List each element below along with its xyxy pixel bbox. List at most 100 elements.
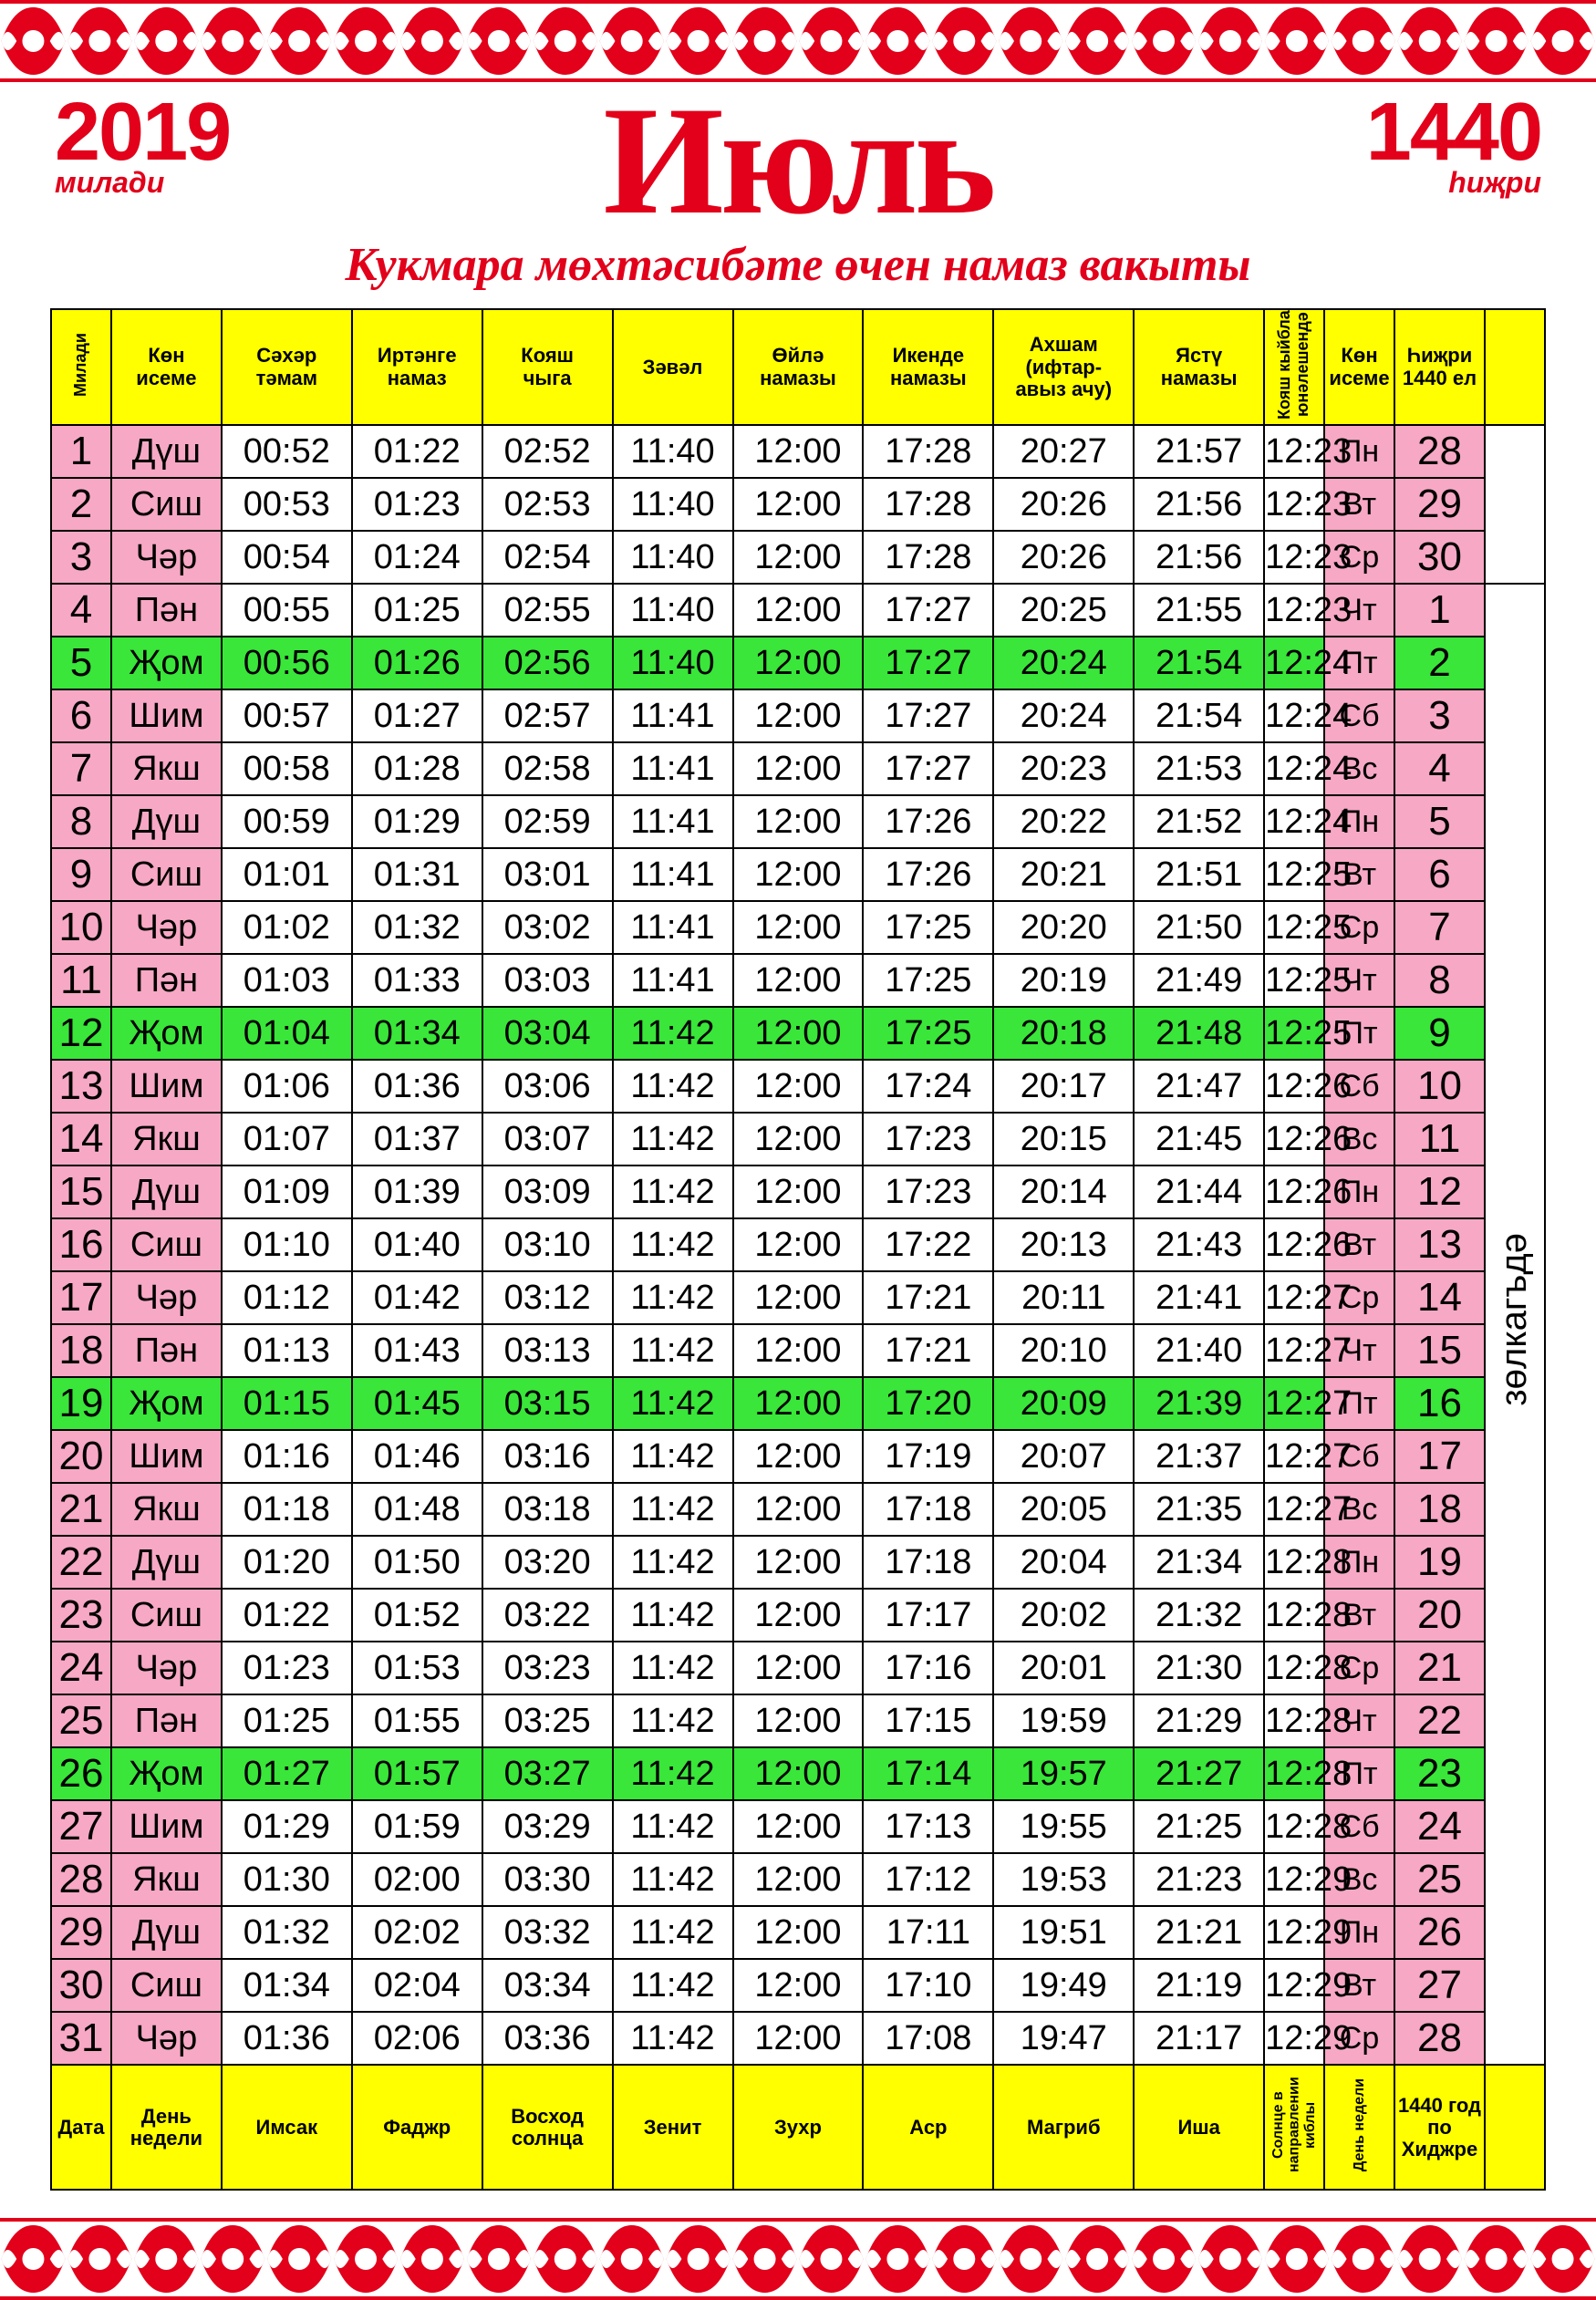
prayer-time: 01:42 (352, 1271, 482, 1324)
prayer-time: 20:23 (993, 742, 1134, 795)
prayer-time: 19:53 (993, 1853, 1134, 1906)
prayer-time: 12:00 (733, 1642, 864, 1694)
prayer-time: 21:57 (1134, 425, 1264, 478)
prayer-time: 20:01 (993, 1642, 1134, 1694)
table-row: 1Дүш00:5201:2202:5211:4012:0017:2820:272… (51, 425, 1545, 478)
table-row: 24Чәр01:2301:5303:2311:4212:0017:1620:01… (51, 1642, 1545, 1694)
prayer-time: 01:15 (222, 1377, 352, 1430)
prayer-time: 03:22 (482, 1589, 613, 1642)
prayer-time: 21:30 (1134, 1642, 1264, 1694)
prayer-time: 11:42 (613, 1271, 733, 1324)
prayer-time: 12:28 (1264, 1536, 1324, 1589)
weekday-tatar: Якш (111, 1113, 222, 1166)
col-header: Зәвәл (613, 309, 733, 425)
prayer-time: 11:42 (613, 1747, 733, 1800)
prayer-time: 02:55 (482, 584, 613, 637)
prayer-time: 01:10 (222, 1218, 352, 1271)
prayer-time: 21:19 (1134, 1959, 1264, 2012)
table-row: 3Чәр00:5401:2402:5411:4012:0017:2820:262… (51, 531, 1545, 584)
prayer-time: 01:13 (222, 1324, 352, 1377)
prayer-times-table: МиладиКөнисемеСәхәртәмамИртәнгенамазКояш… (50, 308, 1546, 2191)
gregorian-day: 10 (51, 901, 111, 954)
prayer-time: 12:27 (1264, 1271, 1324, 1324)
gregorian-year-block: 2019 милади (55, 91, 230, 197)
prayer-time: 01:22 (352, 425, 482, 478)
prayer-time: 12:25 (1264, 848, 1324, 901)
prayer-time: 01:28 (352, 742, 482, 795)
prayer-time: 03:03 (482, 954, 613, 1007)
col-footer: Солнце в направлении киблы (1264, 2065, 1324, 2190)
prayer-time: 03:23 (482, 1642, 613, 1694)
prayer-time: 00:53 (222, 478, 352, 531)
prayer-time: 02:57 (482, 689, 613, 742)
prayer-time: 11:42 (613, 1906, 733, 1959)
table-header-top: МиладиКөнисемеСәхәртәмамИртәнгенамазКояш… (51, 309, 1545, 425)
prayer-time: 20:18 (993, 1007, 1134, 1060)
prayer-time: 01:45 (352, 1377, 482, 1430)
weekday-tatar: Дүш (111, 1166, 222, 1218)
table-row: 13Шим01:0601:3603:0611:4212:0017:2420:17… (51, 1060, 1545, 1113)
prayer-time: 11:41 (613, 795, 733, 848)
prayer-time: 21:54 (1134, 689, 1264, 742)
weekday-tatar: Сиш (111, 848, 222, 901)
prayer-time: 03:30 (482, 1853, 613, 1906)
table-row: 25Пән01:2501:5503:2511:4212:0017:1519:59… (51, 1694, 1545, 1747)
prayer-time: 20:15 (993, 1113, 1134, 1166)
gregorian-day: 28 (51, 1853, 111, 1906)
prayer-time: 21:17 (1134, 2012, 1264, 2065)
prayer-time: 12:00 (733, 637, 864, 689)
prayer-time: 17:20 (863, 1377, 993, 1430)
prayer-time: 02:02 (352, 1906, 482, 1959)
prayer-time: 03:10 (482, 1218, 613, 1271)
prayer-time: 21:52 (1134, 795, 1264, 848)
prayer-time: 03:15 (482, 1377, 613, 1430)
table-row: 5Җом00:5601:2602:5611:4012:0017:2720:242… (51, 637, 1545, 689)
prayer-time: 21:44 (1134, 1166, 1264, 1218)
gregorian-day: 2 (51, 478, 111, 531)
prayer-time: 01:26 (352, 637, 482, 689)
prayer-time: 01:39 (352, 1166, 482, 1218)
prayer-time: 00:55 (222, 584, 352, 637)
prayer-time: 21:34 (1134, 1536, 1264, 1589)
hijri-day: 25 (1394, 1853, 1485, 1906)
gregorian-day: 3 (51, 531, 111, 584)
col-footer: Деньнедели (111, 2065, 222, 2190)
col-footer: Зухр (733, 2065, 864, 2190)
prayer-time: 01:32 (352, 901, 482, 954)
weekday-tatar: Сиш (111, 478, 222, 531)
prayer-time: 21:45 (1134, 1113, 1264, 1166)
gregorian-day: 24 (51, 1642, 111, 1694)
prayer-time: 12:26 (1264, 1060, 1324, 1113)
prayer-time: 12:29 (1264, 1853, 1324, 1906)
hijri-day: 28 (1394, 2012, 1485, 2065)
prayer-time: 12:28 (1264, 1642, 1324, 1694)
gregorian-day: 27 (51, 1800, 111, 1853)
col-header: Милади (51, 309, 111, 425)
prayer-time: 20:04 (993, 1536, 1134, 1589)
prayer-time: 12:24 (1264, 742, 1324, 795)
table-row: 12Җом01:0401:3403:0411:4212:0017:2520:18… (51, 1007, 1545, 1060)
table-row: 21Якш01:1801:4803:1811:4212:0017:1820:05… (51, 1483, 1545, 1536)
prayer-time: 20:11 (993, 1271, 1134, 1324)
prayer-time: 12:00 (733, 1483, 864, 1536)
table-row: 18Пән01:1301:4303:1311:4212:0017:2120:10… (51, 1324, 1545, 1377)
gregorian-day: 22 (51, 1536, 111, 1589)
prayer-time: 12:00 (733, 531, 864, 584)
prayer-time: 20:21 (993, 848, 1134, 901)
prayer-time: 17:21 (863, 1271, 993, 1324)
prayer-time: 12:00 (733, 1589, 864, 1642)
col-header: Ястүнамазы (1134, 309, 1264, 425)
prayer-time: 02:06 (352, 2012, 482, 2065)
prayer-time: 17:12 (863, 1853, 993, 1906)
prayer-time: 11:42 (613, 1166, 733, 1218)
col-footer: Магриб (993, 2065, 1134, 2190)
prayer-time: 20:14 (993, 1166, 1134, 1218)
weekday-tatar: Шим (111, 1800, 222, 1853)
gregorian-day: 30 (51, 1959, 111, 2012)
prayer-time: 12:00 (733, 954, 864, 1007)
prayer-time: 21:29 (1134, 1694, 1264, 1747)
prayer-time: 11:41 (613, 742, 733, 795)
gregorian-day: 6 (51, 689, 111, 742)
weekday-tatar: Чәр (111, 1642, 222, 1694)
prayer-calendar-page: 2019 милади Июль 1440 һиҗри Кукмара мөхт… (0, 0, 1596, 2300)
